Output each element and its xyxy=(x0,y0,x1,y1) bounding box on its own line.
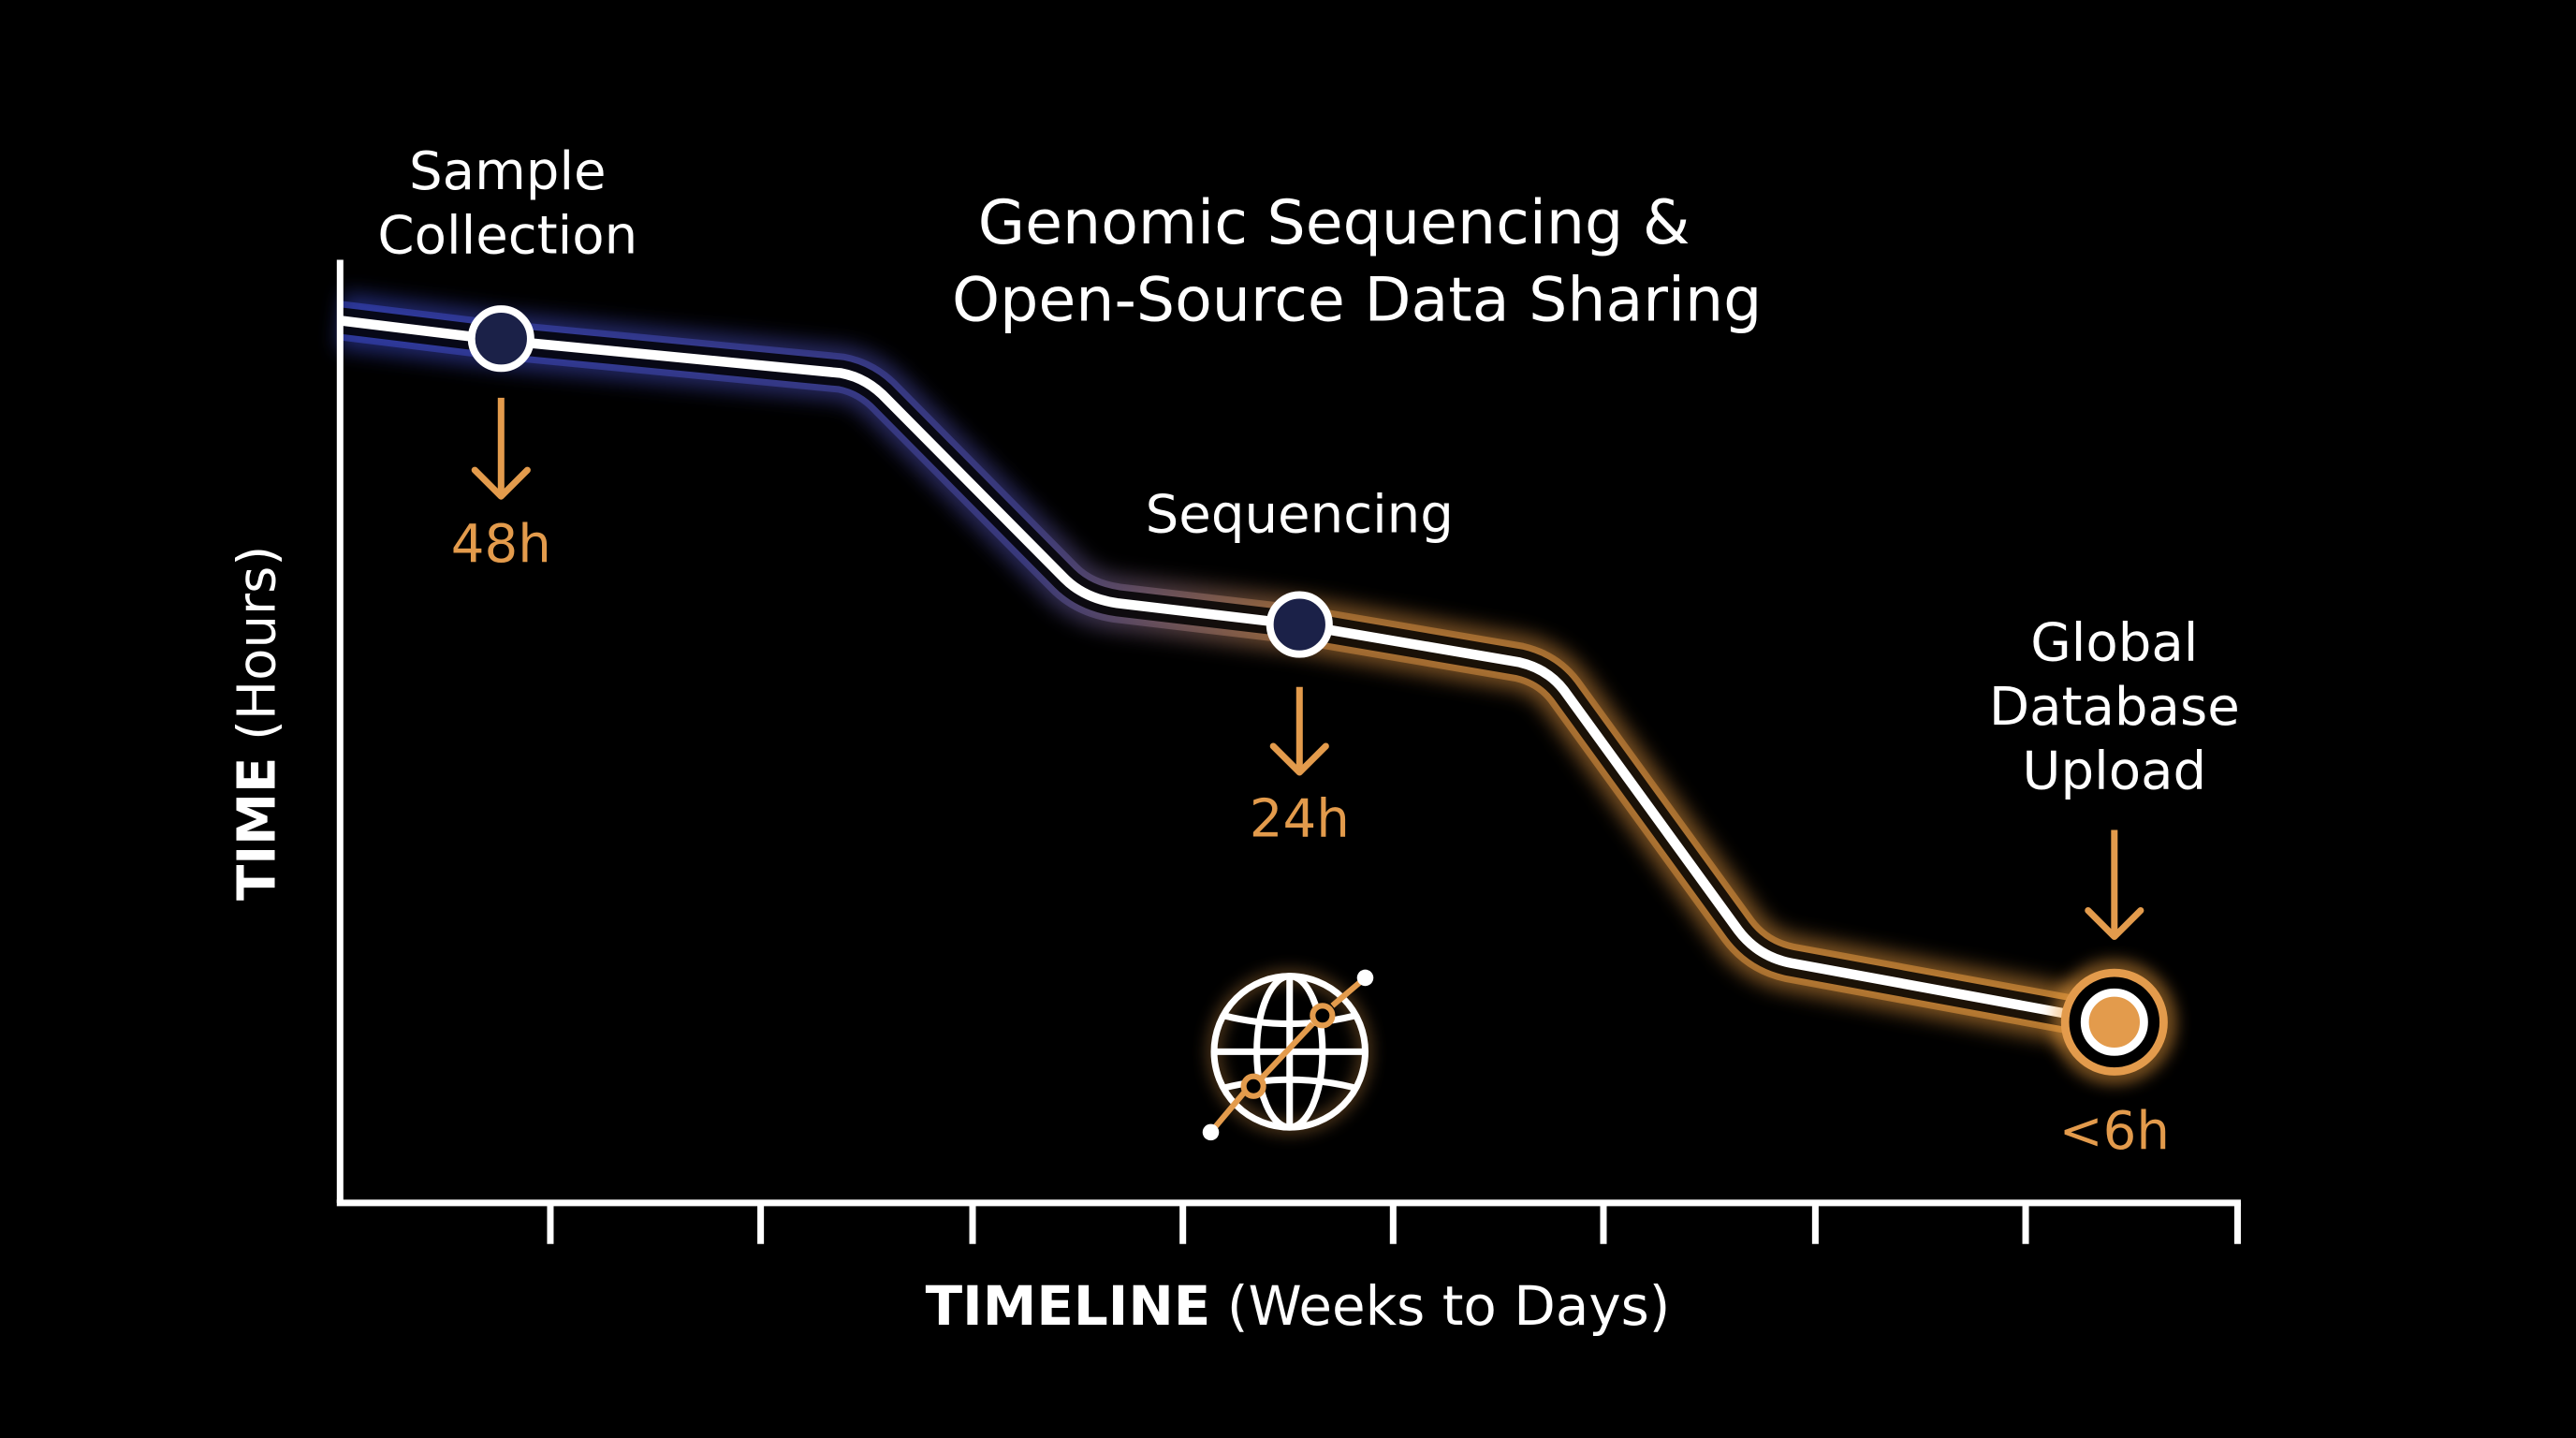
x-axis-label-rest: (Weeks to Days) xyxy=(1227,1274,1670,1338)
stage-node xyxy=(1266,591,1333,658)
arrow-head xyxy=(1269,742,1329,776)
stage-node xyxy=(2080,988,2148,1056)
stage-label: Sequencing xyxy=(1146,485,1454,546)
title-line: Open-Source Data Sharing xyxy=(952,265,1762,335)
line-core xyxy=(339,315,2115,1027)
stage-node xyxy=(467,305,534,373)
x-axis-label-bold: TIMELINE xyxy=(926,1274,1211,1338)
arrow-head xyxy=(471,466,531,500)
y-axis-label: TIME (Hours) xyxy=(227,546,287,901)
stage-label: Sample xyxy=(409,141,607,202)
axes xyxy=(336,259,2241,1207)
stage-time: 48h xyxy=(451,514,551,575)
stage-time: 24h xyxy=(1250,788,1350,849)
trend-line xyxy=(336,292,2118,1050)
tick-marks xyxy=(547,1202,2241,1244)
arrow-head xyxy=(2085,906,2144,941)
stage-label: Collection xyxy=(377,205,637,266)
stage-label: Database xyxy=(1989,677,2240,738)
x-axis-label: TIMELINE (Weeks to Days) xyxy=(926,1274,1671,1338)
title-line: Genomic Sequencing & xyxy=(978,188,1690,258)
globe-icon xyxy=(1202,969,1374,1141)
y-axis-label-bold: TIME xyxy=(227,757,287,901)
stage-label: Upload xyxy=(2022,741,2206,801)
stage-time: <6h xyxy=(2059,1101,2170,1162)
y-axis-label-rest: (Hours) xyxy=(227,546,287,741)
stage-label: Global xyxy=(2030,613,2198,674)
